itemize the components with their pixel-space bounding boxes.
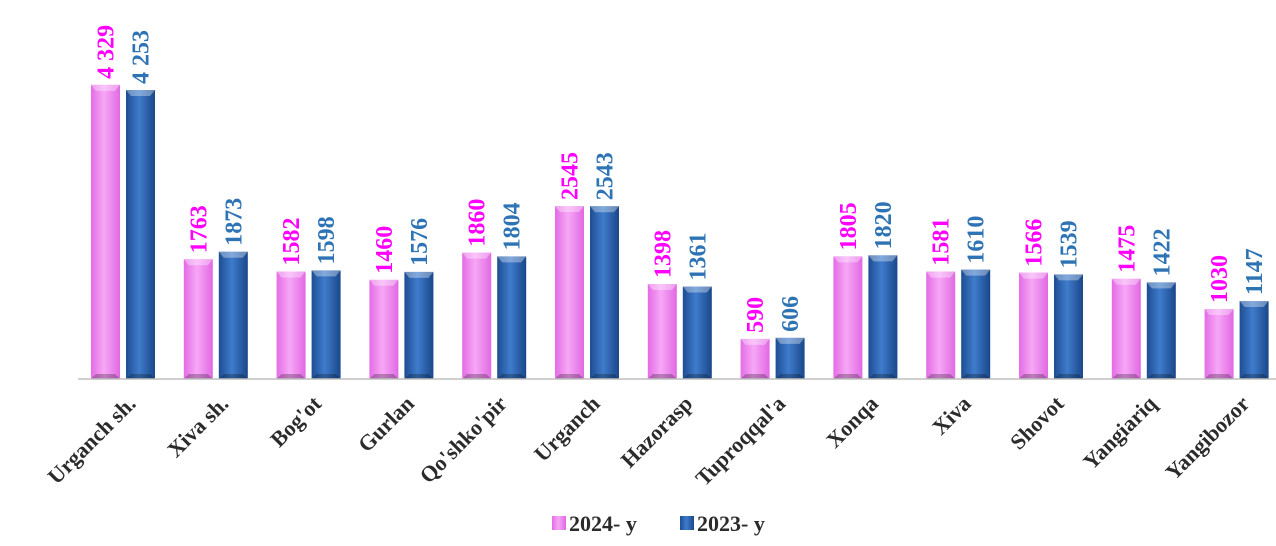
category-label: Bog'ot xyxy=(265,390,326,451)
data-label: 1804 xyxy=(500,202,526,250)
bar xyxy=(369,279,399,379)
category-label: Hazorasp xyxy=(616,391,698,473)
bar xyxy=(590,206,619,379)
bar xyxy=(1054,274,1083,379)
data-label: 1576 xyxy=(407,218,433,266)
data-label: 1566 xyxy=(1022,219,1048,267)
bar xyxy=(311,270,341,379)
data-label: 4 329 xyxy=(94,25,120,79)
data-label: 4 253 xyxy=(129,30,155,84)
data-label: 590 xyxy=(743,297,769,333)
data-label: 1763 xyxy=(186,205,212,253)
bar xyxy=(868,255,898,379)
data-label: 1147 xyxy=(1242,248,1268,295)
legend: 2024- y 2023- y xyxy=(552,511,765,536)
bar xyxy=(1204,309,1234,379)
data-label: 1460 xyxy=(372,226,398,274)
bar xyxy=(647,283,677,379)
bar xyxy=(276,271,306,379)
bar xyxy=(1019,272,1048,379)
bar xyxy=(1146,282,1176,379)
bar xyxy=(555,206,584,379)
legend-swatch xyxy=(680,516,694,530)
bar xyxy=(126,89,155,379)
data-label: 1539 xyxy=(1057,220,1083,268)
legend-item: 2023- y xyxy=(680,511,765,536)
category-label: Xonqa xyxy=(821,391,883,453)
data-label: 1873 xyxy=(221,198,247,246)
data-label: 606 xyxy=(778,296,804,332)
bar xyxy=(682,286,712,379)
data-label: 1860 xyxy=(465,199,491,247)
category-label: Tuproqqal'a xyxy=(690,391,790,491)
legend-item: 2024- y xyxy=(552,511,637,536)
bar xyxy=(833,256,863,379)
bar xyxy=(91,84,120,380)
data-label: 1610 xyxy=(964,216,990,264)
category-label: Xiva sh. xyxy=(162,391,233,462)
category-label: Qo'shko'pir xyxy=(415,391,512,488)
legend-label: 2024- y xyxy=(569,511,637,536)
data-label: 1581 xyxy=(929,218,955,266)
bar xyxy=(404,271,434,379)
data-label: 1598 xyxy=(314,216,340,264)
data-label: 1805 xyxy=(836,202,862,250)
data-label: 1475 xyxy=(1114,225,1140,273)
bar xyxy=(497,256,527,379)
data-label: 1398 xyxy=(650,230,676,278)
bar xyxy=(218,251,248,379)
category-label: Gurlan xyxy=(353,391,419,457)
bar xyxy=(1111,278,1141,379)
category-label: Shovot xyxy=(1005,390,1069,454)
value-labels-group: 4 329 4 253 1763 1873 1582 1598 1460 1576 1860 18… xyxy=(94,25,1269,333)
bar xyxy=(775,337,805,379)
bar xyxy=(462,252,492,379)
data-label: 1422 xyxy=(1149,228,1175,276)
bar xyxy=(926,271,956,379)
data-label: 2545 xyxy=(558,152,584,200)
data-label: 2543 xyxy=(593,152,619,200)
category-label: Urganch sh. xyxy=(42,391,140,489)
category-label: Urganch xyxy=(529,391,605,467)
bar xyxy=(1239,301,1269,379)
bar xyxy=(740,338,770,379)
category-label: Yangibozor xyxy=(1160,391,1254,485)
data-label: 1582 xyxy=(279,217,305,265)
bar xyxy=(961,269,991,379)
data-label: 1361 xyxy=(685,233,711,281)
category-labels-group: Urganch sh. Xiva sh. Bog'ot GurlanQo'shko'p… xyxy=(42,390,1254,490)
bar xyxy=(183,259,213,379)
data-label: 1030 xyxy=(1207,255,1233,303)
category-label: Xiva xyxy=(927,391,976,440)
legend-label: 2023- y xyxy=(697,511,765,536)
category-label: Yangiariq xyxy=(1078,390,1162,474)
legend-swatch xyxy=(552,516,566,530)
data-label: 1820 xyxy=(871,201,897,249)
bars-group xyxy=(91,84,1269,380)
